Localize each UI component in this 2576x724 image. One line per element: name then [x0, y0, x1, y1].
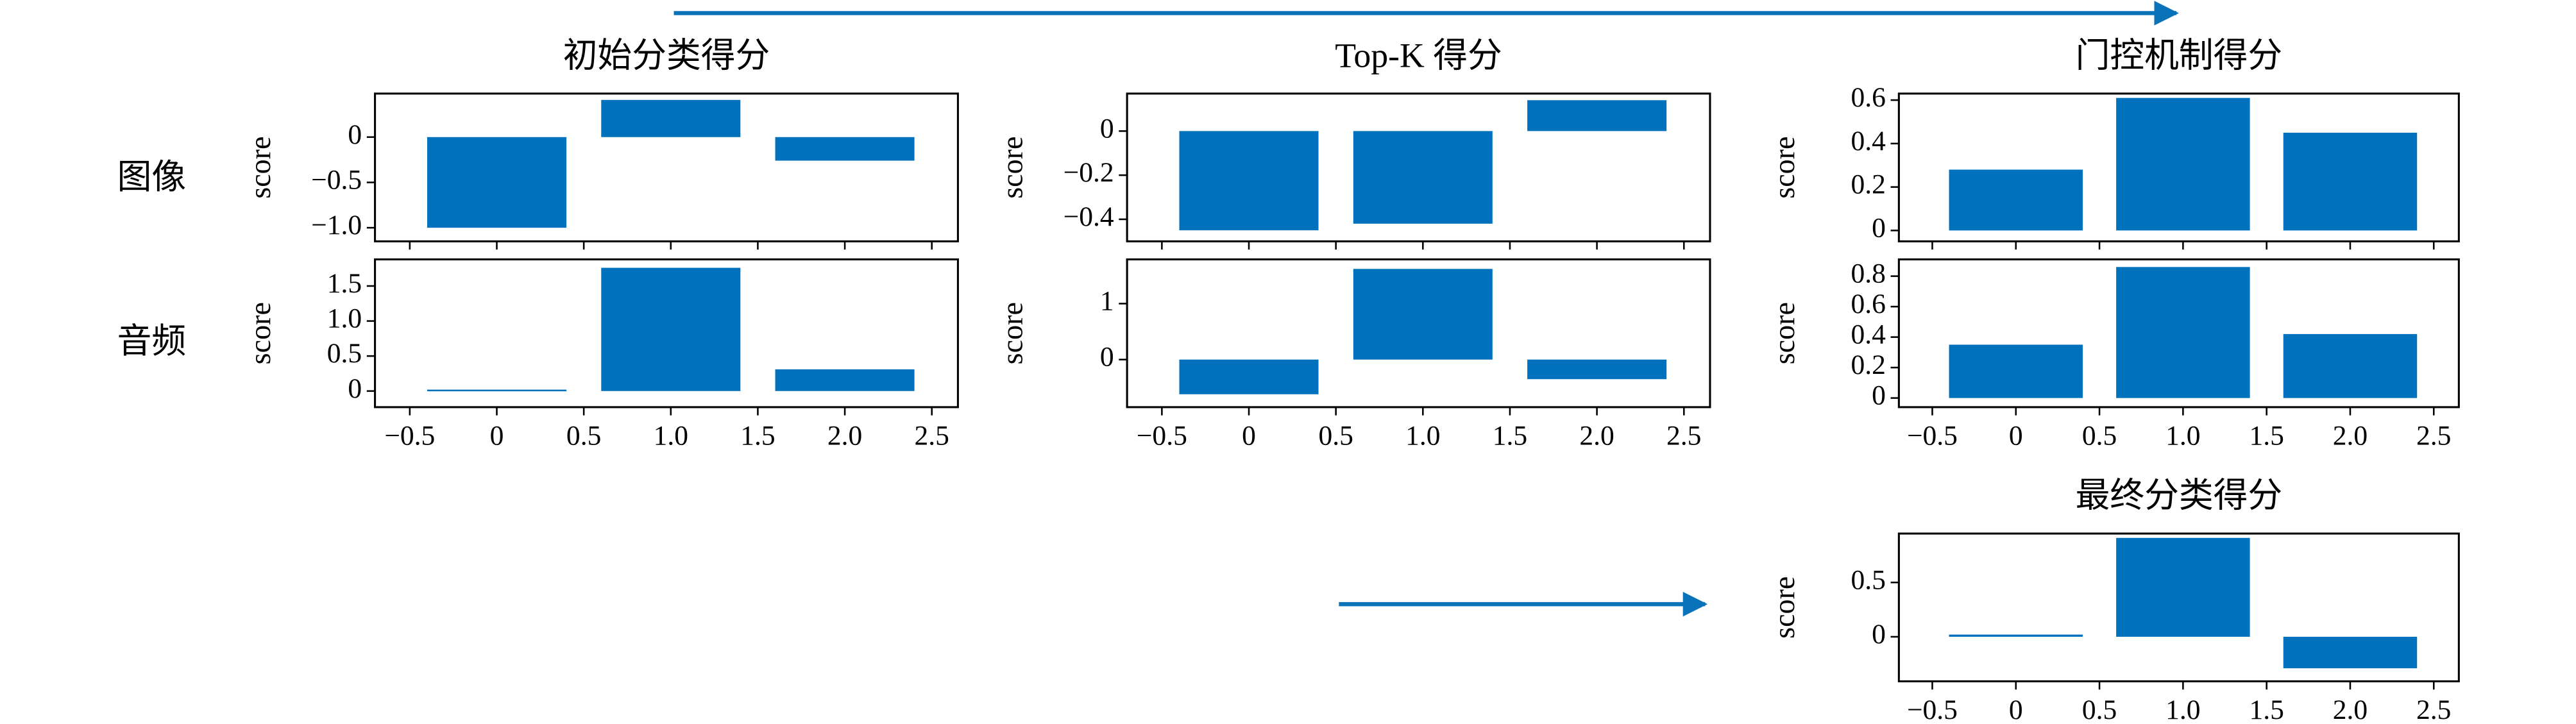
- chart-title: 初始分类得分: [563, 37, 770, 75]
- bar: [2283, 132, 2418, 231]
- plot-frame: [374, 92, 959, 242]
- y-tick-label: 0.5: [327, 338, 362, 369]
- y-axis-label: score: [244, 302, 276, 364]
- y-tick-label: 0: [348, 373, 362, 404]
- x-tick-label: 2.5: [2416, 421, 2451, 451]
- y-tick-label: −0.2: [1063, 157, 1114, 188]
- x-tick-label: 2.0: [1579, 421, 1614, 451]
- y-tick-label: 0.4: [1851, 126, 1886, 156]
- y-tick-label: 0.2: [1851, 169, 1885, 200]
- x-tick-label: 0.5: [2082, 421, 2117, 451]
- x-tick-label: 0: [1242, 421, 1256, 451]
- y-axis-label: score: [1768, 302, 1801, 364]
- x-tick-label: 1.5: [2249, 421, 2284, 451]
- x-tick-label: 2.0: [2333, 421, 2368, 451]
- x-tick-label: 0.5: [566, 421, 601, 451]
- y-axis-label: score: [996, 137, 1029, 199]
- y-tick-label: −1.0: [311, 210, 362, 240]
- x-tick-label: 0: [490, 421, 504, 451]
- y-tick-label: 0: [1100, 342, 1114, 373]
- x-tick-label: 2.0: [827, 421, 862, 451]
- x-tick-label: 1.5: [2249, 695, 2284, 724]
- bar: [2283, 636, 2418, 669]
- row-label: 音频: [117, 322, 187, 360]
- x-tick-label: 1.0: [654, 421, 688, 451]
- x-tick-label: 1.5: [1493, 421, 1527, 451]
- x-tick-label: 0: [2009, 421, 2023, 451]
- x-tick-label: −0.5: [1137, 421, 1187, 451]
- bar: [1949, 634, 2083, 637]
- bar: [601, 99, 741, 137]
- bar: [1179, 131, 1319, 231]
- y-tick-label: 1.5: [327, 268, 362, 299]
- x-tick-label: 1.5: [740, 421, 775, 451]
- plot-frame: [1897, 532, 2460, 682]
- chart-title: 门控机制得分: [2076, 37, 2283, 75]
- bar: [2283, 333, 2418, 398]
- y-axis-label: score: [1768, 137, 1801, 199]
- bar: [1527, 100, 1667, 131]
- bar: [427, 389, 567, 392]
- plot-frame: [1897, 258, 2460, 408]
- bar: [775, 137, 915, 161]
- y-tick-label: 0: [1872, 380, 1886, 411]
- y-tick-label: 0.5: [1851, 564, 1885, 595]
- x-tick-label: −0.5: [1907, 695, 1958, 724]
- x-tick-label: 1.0: [2165, 421, 2200, 451]
- bar: [2116, 97, 2250, 231]
- chart-title: 最终分类得分: [2076, 476, 2283, 515]
- y-tick-label: 0.6: [1851, 82, 1885, 113]
- y-tick-label: 0: [1100, 113, 1114, 144]
- x-tick-label: −0.5: [1907, 421, 1958, 451]
- bar: [601, 267, 741, 391]
- x-tick-label: 2.5: [915, 421, 949, 451]
- bar: [2116, 537, 2250, 637]
- y-tick-label: 0.6: [1851, 289, 1885, 319]
- y-tick-label: 1: [1100, 285, 1114, 316]
- x-tick-label: −0.5: [384, 421, 435, 451]
- plot-frame: [1126, 92, 1711, 242]
- x-tick-label: 1.0: [2165, 695, 2200, 724]
- y-tick-label: 0.8: [1851, 258, 1885, 289]
- bar: [1353, 269, 1493, 360]
- x-tick-label: 0.5: [2082, 695, 2117, 724]
- y-tick-label: 0.4: [1851, 319, 1886, 350]
- y-tick-label: −0.4: [1063, 201, 1114, 232]
- y-tick-label: −0.5: [311, 164, 362, 195]
- bar: [427, 137, 567, 228]
- bar: [1179, 359, 1319, 394]
- bar: [2116, 267, 2250, 398]
- x-tick-label: 2.5: [1666, 421, 1701, 451]
- y-axis-label: score: [996, 302, 1029, 364]
- row-label: 图像: [117, 158, 187, 196]
- bar: [1527, 359, 1667, 380]
- y-axis-label: score: [1768, 577, 1801, 639]
- y-tick-label: 0: [1872, 212, 1886, 243]
- plot-frame: [374, 258, 959, 408]
- bar: [775, 369, 915, 391]
- y-axis-label: score: [244, 137, 276, 199]
- y-tick-label: 1.0: [327, 303, 362, 334]
- x-tick-label: 0: [2009, 695, 2023, 724]
- chart-title: Top-K 得分: [1335, 37, 1502, 75]
- plot-frame: [1897, 92, 2460, 242]
- bar: [1353, 131, 1493, 224]
- x-tick-label: 1.0: [1405, 421, 1440, 451]
- y-tick-label: 0.2: [1851, 349, 1885, 380]
- bar: [1949, 169, 2083, 231]
- x-tick-label: 2.0: [2333, 695, 2368, 724]
- y-tick-label: 0: [1872, 619, 1886, 650]
- x-tick-label: 0.5: [1318, 421, 1353, 451]
- plot-frame: [1126, 258, 1711, 408]
- y-tick-label: 0: [348, 119, 362, 150]
- x-tick-label: 2.5: [2416, 695, 2451, 724]
- bar: [1949, 344, 2083, 398]
